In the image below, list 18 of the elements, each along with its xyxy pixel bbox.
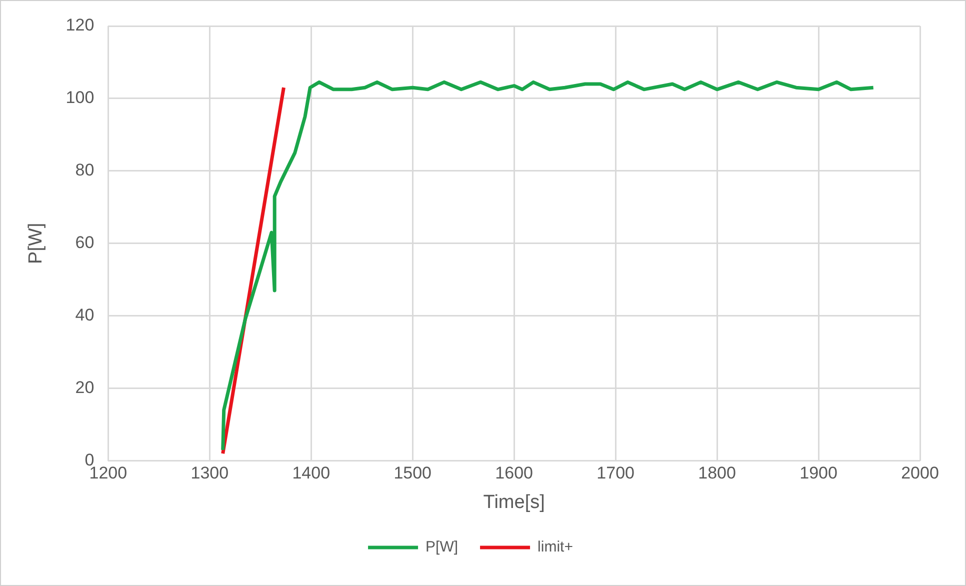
y-tick-label: 80: [75, 160, 94, 180]
x-tick-label: 2000: [901, 464, 939, 483]
y-tick-label: 40: [75, 306, 94, 325]
y-axis-title: P[W]: [26, 222, 47, 264]
x-tick-label: 1900: [800, 464, 838, 483]
legend-label: P[W]: [426, 538, 458, 556]
legend-label: limit+: [538, 538, 574, 556]
x-tick-label: 1600: [495, 464, 533, 483]
y-tick-label: 60: [75, 233, 94, 252]
x-tick-label: 1300: [190, 464, 229, 483]
x-tick-label: 1800: [698, 464, 736, 483]
y-tick-label: 100: [66, 88, 94, 108]
x-tick-label: 1700: [596, 464, 634, 483]
y-tick-label: 20: [75, 378, 94, 398]
y-tick-label: 120: [66, 16, 94, 35]
x-axis-title: Time[s]: [483, 492, 545, 513]
x-tick-label: 1500: [394, 464, 432, 483]
x-tick-label: 1400: [292, 464, 330, 483]
